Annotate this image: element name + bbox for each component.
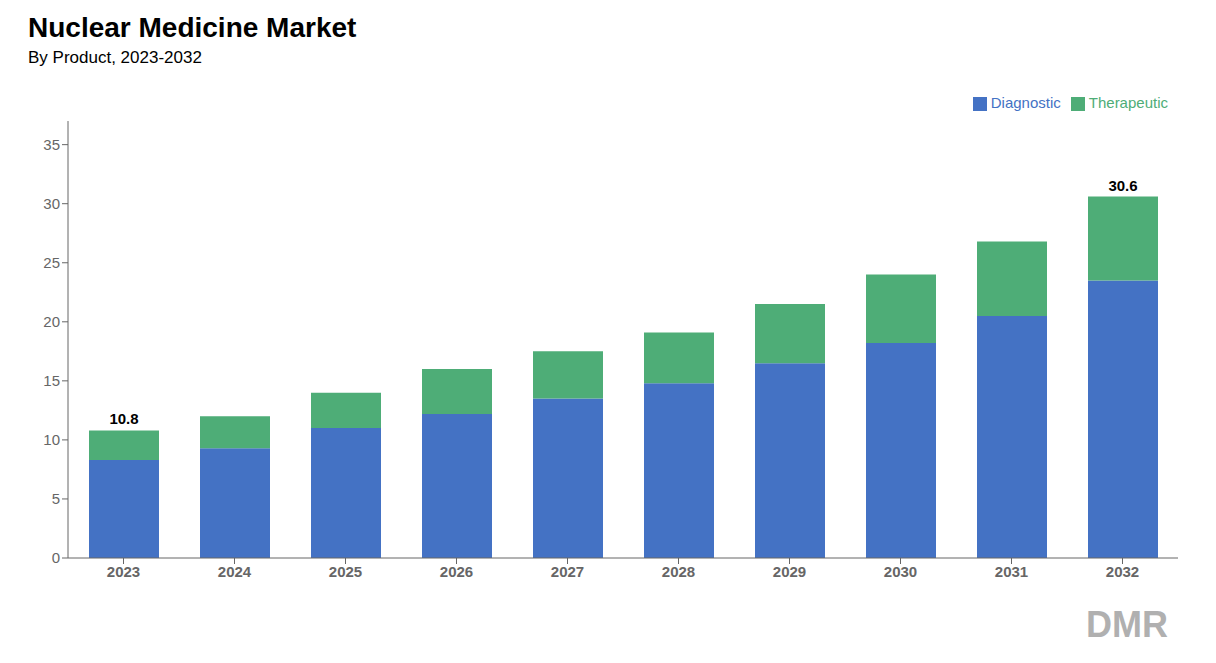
svg-text:10.8: 10.8 (109, 410, 138, 427)
svg-text:2028: 2028 (662, 563, 695, 580)
svg-text:2031: 2031 (995, 563, 1028, 580)
svg-text:2024: 2024 (218, 563, 252, 580)
svg-text:10: 10 (43, 431, 60, 448)
svg-text:2029: 2029 (773, 563, 806, 580)
svg-text:2027: 2027 (551, 563, 584, 580)
svg-text:2025: 2025 (329, 563, 362, 580)
html-text:By Product, 2023-2032: By Product, 2023-2032 (28, 48, 202, 67)
svg-text:25: 25 (43, 254, 60, 271)
svg-text:30: 30 (43, 195, 60, 212)
svg-text:2023: 2023 (107, 563, 140, 580)
svg-text:0: 0 (52, 549, 60, 566)
svg-text:2026: 2026 (440, 563, 473, 580)
svg-text:35: 35 (43, 136, 60, 153)
svg-text:20: 20 (43, 313, 60, 330)
svg-text:30.6: 30.6 (1108, 177, 1137, 194)
svg-text:15: 15 (43, 372, 60, 389)
svg-text:2032: 2032 (1106, 563, 1139, 580)
html-text:DMR: DMR (1086, 604, 1168, 645)
svg-text:5: 5 (52, 490, 60, 507)
html-text:Therapeutic: Therapeutic (1088, 94, 1168, 111)
svg-text:2030: 2030 (884, 563, 917, 580)
html-text:Nuclear Medicine Market: Nuclear Medicine Market (28, 12, 357, 43)
html-text:Diagnostic: Diagnostic (990, 94, 1061, 111)
